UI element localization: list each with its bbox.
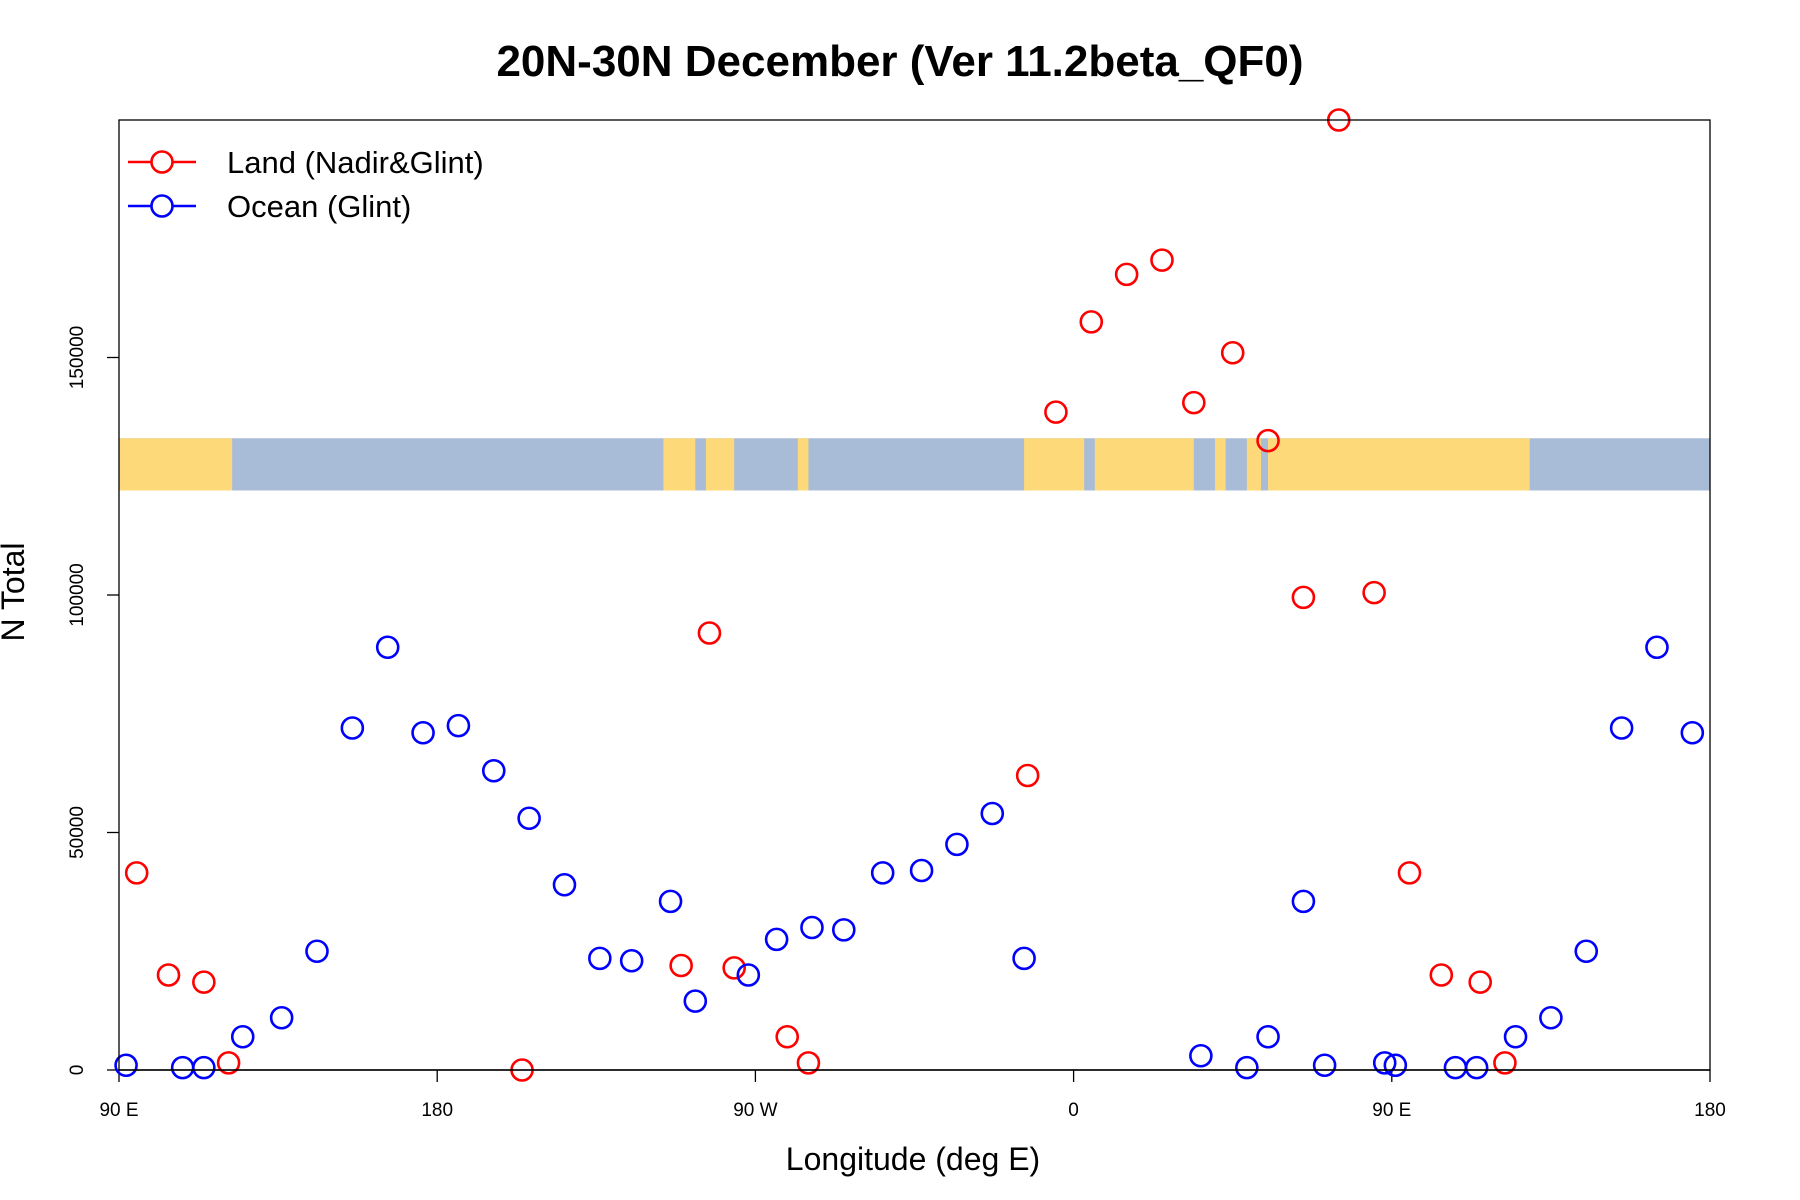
y-axis: 0 50000 100000 150000: [67, 326, 119, 1075]
map-land-region: [705, 438, 735, 491]
ocean-point: [411, 720, 435, 745]
ocean-point: [1574, 939, 1599, 964]
y-tick-label: 150000: [67, 326, 88, 389]
ocean-point: [230, 1024, 255, 1049]
ocean-point: [552, 872, 577, 897]
x-tick-label: 90 W: [733, 1100, 777, 1121]
map-land-region: [663, 438, 696, 491]
land-point: [1079, 310, 1104, 334]
ocean-point: [305, 939, 329, 964]
land-point: [775, 1024, 800, 1049]
ocean-point: [1503, 1024, 1528, 1049]
legend: Land (Nadir&Glint) Ocean (Glint): [128, 145, 484, 224]
map-land-region: [1268, 438, 1530, 491]
land-point: [1256, 428, 1280, 453]
land-point: [796, 1051, 821, 1075]
land-point: [1114, 262, 1139, 287]
land-point: [1397, 861, 1422, 885]
ocean-point: [192, 1055, 216, 1080]
ocean-point: [1645, 635, 1669, 660]
ocean-point: [1189, 1043, 1213, 1068]
ocean-point: [736, 963, 761, 987]
land-point: [1429, 963, 1454, 987]
ocean-point: [446, 713, 471, 738]
ocean-point: [1539, 1005, 1563, 1030]
legend-marker: [150, 150, 174, 174]
land-point: [669, 953, 693, 978]
ocean-point: [1256, 1024, 1280, 1049]
land-point: [1015, 763, 1040, 788]
land-point: [124, 861, 149, 885]
land-point: [1493, 1051, 1517, 1075]
x-tick-label: 90 E: [1372, 1100, 1411, 1121]
ocean-point: [1443, 1055, 1468, 1080]
ocean-point: [1012, 946, 1036, 971]
map-land-region: [1246, 438, 1261, 491]
land-point: [1150, 248, 1174, 272]
land-point: [1362, 580, 1386, 605]
land-point: [722, 956, 746, 980]
data-points: [114, 108, 1705, 1082]
ocean-point: [909, 858, 934, 883]
land-point: [1220, 340, 1245, 365]
land-point: [1291, 585, 1316, 610]
ocean-point: [683, 989, 708, 1013]
ocean-point: [980, 801, 1005, 826]
map-land-region: [1024, 438, 1085, 491]
ocean-point: [170, 1055, 195, 1080]
map-land-region: [797, 438, 809, 491]
x-tick-label: 90 E: [99, 1100, 138, 1121]
ocean-point: [764, 927, 789, 952]
land-point: [216, 1051, 241, 1075]
ocean-point: [481, 758, 506, 783]
ocean-point: [375, 635, 400, 660]
world-map-strip: [119, 438, 1710, 491]
map-land-region: [1094, 438, 1194, 491]
y-tick-label: 100000: [67, 563, 88, 626]
ocean-point: [114, 1053, 138, 1078]
ocean-point: [1383, 1053, 1408, 1078]
x-axis-label: Longitude (deg E): [786, 1141, 1040, 1177]
land-point: [1044, 400, 1068, 424]
legend-marker: [150, 194, 174, 218]
ocean-point: [340, 716, 365, 740]
land-point: [697, 621, 722, 645]
x-tick-label: 180: [421, 1100, 453, 1121]
legend-label: Land (Nadir&Glint): [227, 145, 484, 180]
plot-frame: [118, 119, 1711, 1071]
chart-title: 20N-30N December (Ver 11.2beta_QF0): [496, 37, 1303, 86]
land-point: [1468, 970, 1492, 994]
ocean-point: [1680, 720, 1705, 745]
ocean-point: [870, 861, 895, 885]
land-point: [156, 963, 181, 987]
ocean-point: [1609, 716, 1634, 740]
ocean-point: [588, 946, 612, 971]
map-land-region: [1215, 438, 1226, 491]
y-tick-label: 0: [67, 1065, 88, 1076]
ocean-point: [619, 948, 644, 973]
land-point: [192, 970, 216, 994]
ocean-point: [1235, 1055, 1259, 1080]
ocean-point: [1372, 1051, 1397, 1075]
legend-label: Ocean (Glint): [227, 189, 411, 224]
ocean-point: [945, 832, 969, 857]
ocean-point: [1291, 889, 1316, 914]
land-point: [1182, 390, 1206, 415]
x-axis: 90 E 180 90 W 0 90 E 180: [99, 1070, 1726, 1121]
ocean-point: [1464, 1055, 1489, 1080]
ocean-point: [269, 1005, 294, 1030]
ocean-point: [831, 918, 856, 942]
x-tick-label: 0: [1068, 1100, 1079, 1121]
y-tick-label: 50000: [67, 806, 88, 859]
ocean-series: [114, 635, 1705, 1080]
ocean-point: [517, 806, 541, 831]
ocean-point: [800, 915, 824, 940]
map-land-region: [119, 438, 233, 491]
ocean-point: [658, 889, 683, 914]
ocean-point: [1312, 1053, 1337, 1078]
y-axis-label: N Total: [0, 542, 31, 641]
x-tick-label: 180: [1694, 1100, 1726, 1121]
